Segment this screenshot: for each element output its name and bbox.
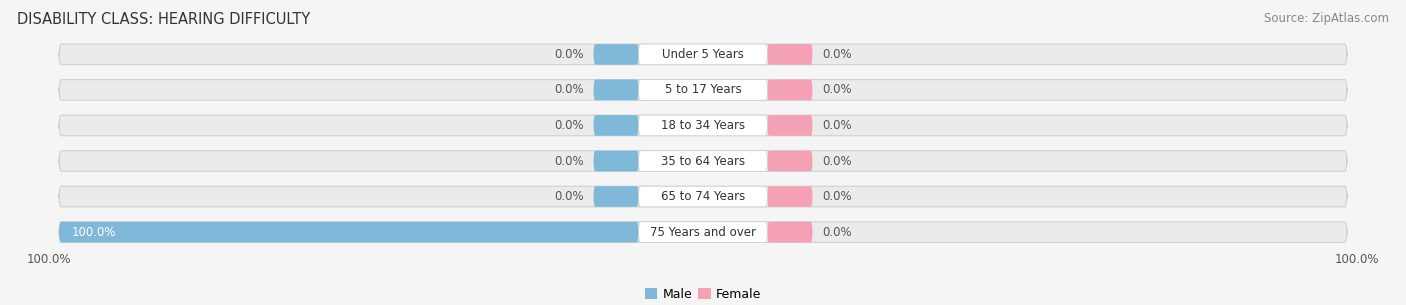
Text: 0.0%: 0.0% — [554, 119, 583, 132]
Text: 18 to 34 Years: 18 to 34 Years — [661, 119, 745, 132]
Text: Source: ZipAtlas.com: Source: ZipAtlas.com — [1264, 12, 1389, 25]
Text: DISABILITY CLASS: HEARING DIFFICULTY: DISABILITY CLASS: HEARING DIFFICULTY — [17, 12, 311, 27]
Text: 0.0%: 0.0% — [554, 48, 583, 61]
FancyBboxPatch shape — [59, 80, 1347, 100]
FancyBboxPatch shape — [638, 80, 768, 100]
Text: 0.0%: 0.0% — [554, 83, 583, 96]
FancyBboxPatch shape — [59, 151, 1347, 171]
FancyBboxPatch shape — [593, 186, 638, 207]
FancyBboxPatch shape — [768, 186, 813, 207]
Text: 100.0%: 100.0% — [1334, 253, 1379, 266]
FancyBboxPatch shape — [768, 151, 813, 171]
FancyBboxPatch shape — [593, 80, 638, 100]
Text: 0.0%: 0.0% — [823, 48, 852, 61]
FancyBboxPatch shape — [593, 151, 638, 171]
FancyBboxPatch shape — [59, 222, 638, 242]
FancyBboxPatch shape — [59, 44, 1347, 65]
Text: 100.0%: 100.0% — [27, 253, 72, 266]
Text: 0.0%: 0.0% — [823, 226, 852, 239]
FancyBboxPatch shape — [638, 151, 768, 171]
Text: 0.0%: 0.0% — [823, 155, 852, 167]
Text: 100.0%: 100.0% — [72, 226, 117, 239]
FancyBboxPatch shape — [59, 186, 1347, 207]
Text: 75 Years and over: 75 Years and over — [650, 226, 756, 239]
Text: 0.0%: 0.0% — [823, 190, 852, 203]
FancyBboxPatch shape — [768, 222, 813, 242]
Text: 0.0%: 0.0% — [554, 155, 583, 167]
FancyBboxPatch shape — [638, 222, 768, 242]
FancyBboxPatch shape — [59, 222, 1347, 242]
Text: 0.0%: 0.0% — [823, 83, 852, 96]
Text: 0.0%: 0.0% — [823, 119, 852, 132]
FancyBboxPatch shape — [59, 115, 1347, 136]
FancyBboxPatch shape — [638, 115, 768, 136]
FancyBboxPatch shape — [768, 115, 813, 136]
FancyBboxPatch shape — [593, 44, 638, 65]
FancyBboxPatch shape — [638, 44, 768, 65]
Text: 5 to 17 Years: 5 to 17 Years — [665, 83, 741, 96]
FancyBboxPatch shape — [768, 44, 813, 65]
Text: Under 5 Years: Under 5 Years — [662, 48, 744, 61]
Legend: Male, Female: Male, Female — [640, 283, 766, 305]
FancyBboxPatch shape — [593, 115, 638, 136]
FancyBboxPatch shape — [638, 186, 768, 207]
Text: 0.0%: 0.0% — [554, 190, 583, 203]
FancyBboxPatch shape — [768, 80, 813, 100]
Text: 35 to 64 Years: 35 to 64 Years — [661, 155, 745, 167]
Text: 65 to 74 Years: 65 to 74 Years — [661, 190, 745, 203]
